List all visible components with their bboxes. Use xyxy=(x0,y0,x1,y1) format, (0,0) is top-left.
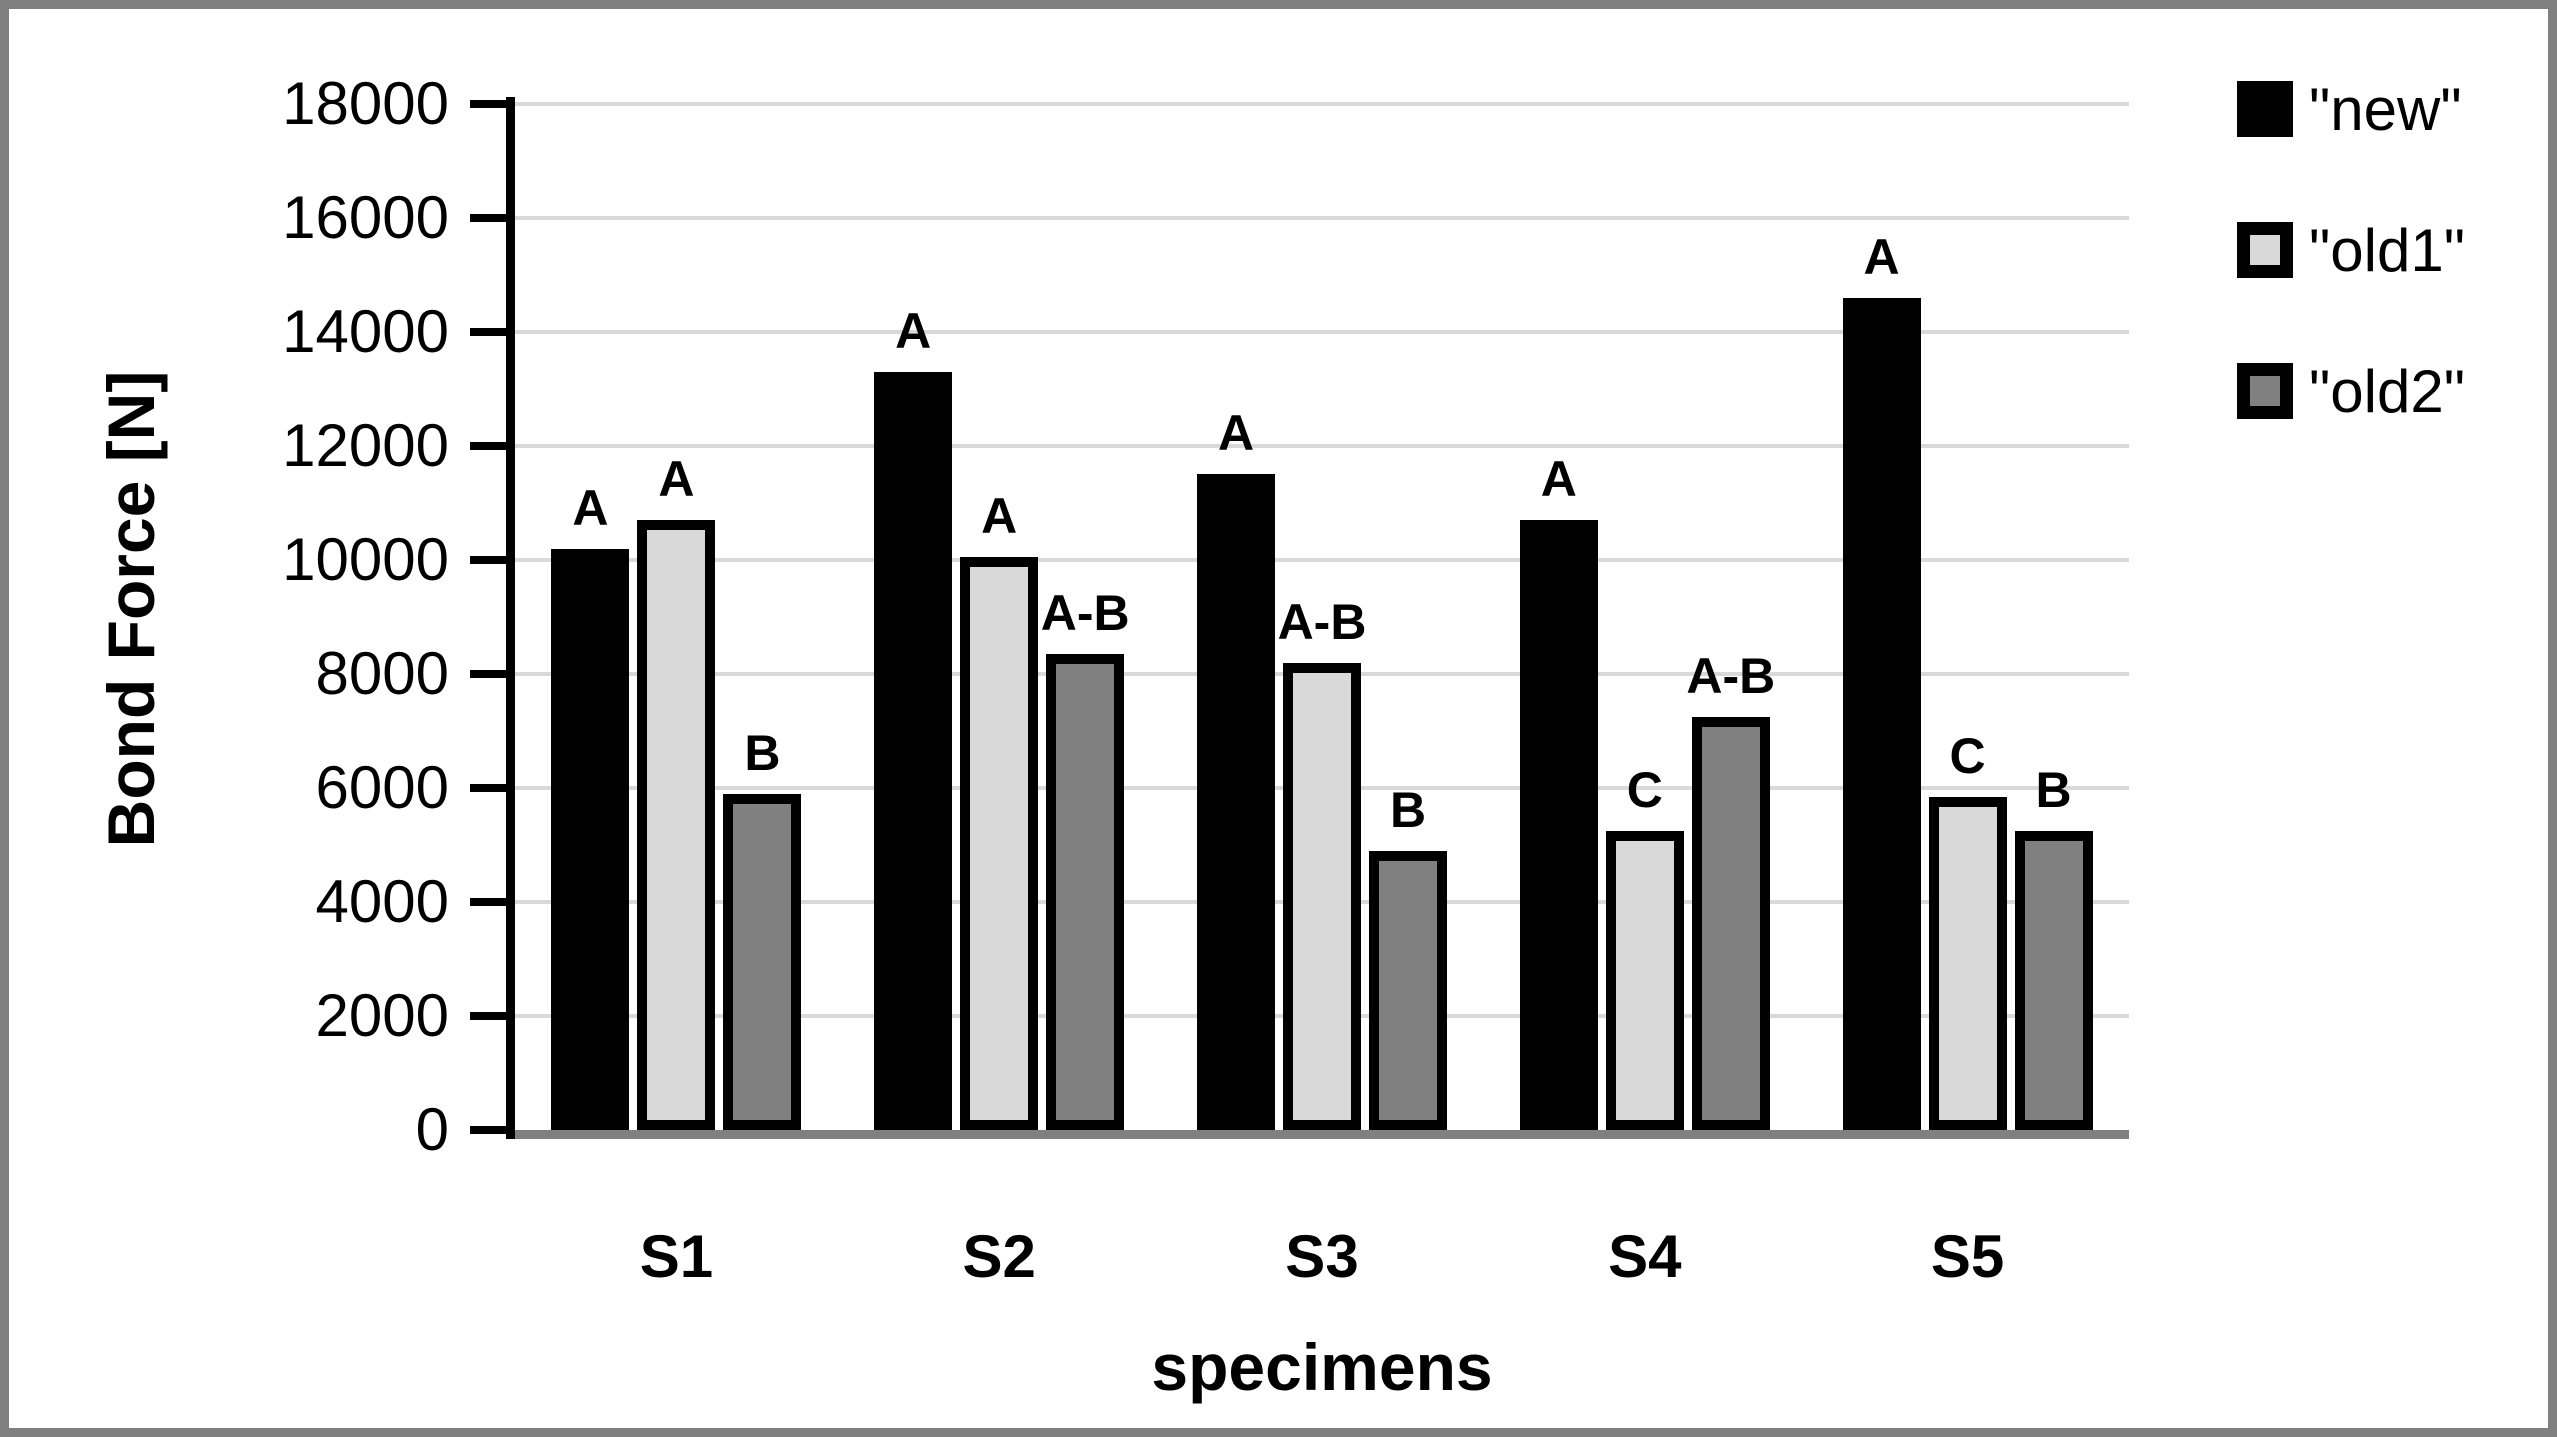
y-tick-label: 14000 xyxy=(282,298,449,365)
bar-S1-series2 xyxy=(637,520,716,1130)
bar-S5-series3 xyxy=(2014,831,2093,1130)
y-tick-label: 2000 xyxy=(315,982,449,1049)
y-axis-tick xyxy=(470,442,506,450)
y-axis-tick xyxy=(470,556,506,564)
bar-S4-series2 xyxy=(1605,831,1684,1130)
bar-annotation: A-B xyxy=(1040,585,1130,641)
plot-area: A A B A A A-B A A-B B A C A-B A C B xyxy=(515,102,2129,1139)
y-axis-tick xyxy=(470,100,506,108)
bar-annotation: B xyxy=(2035,762,2072,818)
bar-annotation: B xyxy=(744,725,781,781)
legend-label-3: "old2" xyxy=(2309,357,2466,425)
bar-annotation: B xyxy=(1389,782,1427,838)
bar-annotation: A xyxy=(1863,229,1900,285)
y-axis-tick xyxy=(470,1126,506,1134)
legend: "new" "old1" "old2" xyxy=(2237,76,2465,504)
bar-S1-series3 xyxy=(723,794,802,1130)
x-axis-title: specimens xyxy=(1151,1330,1493,1404)
x-tick-label-S3: S3 xyxy=(1285,1223,1359,1290)
bar-S5-series1 xyxy=(1842,298,1921,1130)
legend-entry-3: "old2" xyxy=(2237,358,2465,425)
bar-S4-series1 xyxy=(1519,520,1598,1130)
gridline xyxy=(515,558,2129,562)
bar-annotation: A xyxy=(572,480,609,536)
y-tick-label: 10000 xyxy=(282,526,449,593)
y-tick-label: 6000 xyxy=(315,754,449,821)
y-axis-tick xyxy=(470,784,506,792)
bar-annotation: A xyxy=(1217,405,1255,461)
y-axis-tick xyxy=(470,214,506,222)
x-tick-label-S4: S4 xyxy=(1608,1223,1682,1290)
bar-annotation: A-B xyxy=(1686,648,1776,704)
y-tick-label: 18000 xyxy=(282,70,449,137)
bar-S2-series1 xyxy=(874,372,953,1130)
y-tick-label: 16000 xyxy=(282,184,449,251)
bar-annotation: C xyxy=(1626,762,1663,818)
bar-S3-series2 xyxy=(1283,663,1361,1130)
x-axis-baseline xyxy=(515,1130,2129,1139)
bar-group-S4: A C A-B xyxy=(1519,104,1775,1130)
y-tick-label: 0 xyxy=(415,1096,449,1163)
bar-group-S2: A A A-B xyxy=(874,104,1130,1130)
gridline xyxy=(515,444,2129,448)
gridline xyxy=(515,330,2129,334)
x-tick-label-S1: S1 xyxy=(639,1223,714,1290)
y-axis-tick xyxy=(470,1012,506,1020)
bar-S3-series1 xyxy=(1197,474,1275,1130)
y-axis-tick xyxy=(470,670,506,678)
legend-swatch-1 xyxy=(2237,81,2293,137)
bar-S5-series2 xyxy=(1928,797,2007,1130)
legend-entry-2: "old1" xyxy=(2237,217,2465,284)
legend-swatch-2 xyxy=(2237,222,2293,278)
x-tick-label-S2: S2 xyxy=(962,1223,1036,1290)
y-tick-label: 12000 xyxy=(282,412,449,479)
y-tick-label: 8000 xyxy=(315,640,449,707)
legend-entry-1: "new" xyxy=(2237,76,2465,143)
y-axis-line xyxy=(506,97,515,1139)
gridline xyxy=(515,216,2129,220)
bar-annotation: A-B xyxy=(1277,594,1367,650)
bar-S2-series2 xyxy=(960,557,1039,1130)
gridline xyxy=(515,102,2129,106)
bar-S4-series3 xyxy=(1691,717,1770,1130)
bar-S2-series3 xyxy=(1046,654,1125,1130)
x-tick-label-S5: S5 xyxy=(1930,1223,2005,1290)
y-axis-tick xyxy=(470,328,506,336)
y-axis-tick xyxy=(470,898,506,906)
legend-label-2: "old1" xyxy=(2309,216,2466,284)
legend-label-1: "new" xyxy=(2309,75,2462,143)
bar-S1-series1 xyxy=(551,549,630,1130)
legend-swatch-3 xyxy=(2237,363,2293,419)
bar-group-S3: A A-B B xyxy=(1197,104,1447,1130)
bar-annotation: C xyxy=(1949,728,1986,784)
bar-annotation: A xyxy=(895,303,932,359)
bar-S3-series3 xyxy=(1369,851,1447,1130)
y-tick-label: 4000 xyxy=(315,868,449,935)
bar-annotation: A xyxy=(1540,451,1577,507)
bar-annotation: A xyxy=(981,488,1018,544)
bar-annotation: A xyxy=(658,451,695,507)
